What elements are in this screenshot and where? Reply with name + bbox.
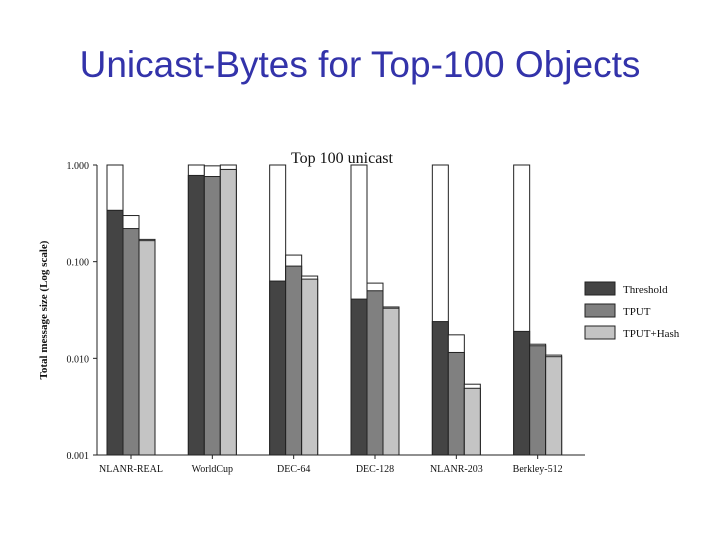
- y-tick-label: 0.010: [67, 354, 90, 365]
- x-tick-label: Berkley-512: [513, 464, 563, 475]
- bar: [301, 278, 319, 456]
- bar: [219, 168, 237, 456]
- y-tick-label: 0.001: [67, 451, 90, 462]
- bar: [382, 307, 400, 456]
- legend-label: Threshold: [623, 284, 668, 296]
- bar: [203, 176, 221, 456]
- bar: [187, 174, 205, 456]
- bar: [529, 345, 547, 456]
- bar: [269, 280, 287, 456]
- legend-swatch: [584, 325, 616, 340]
- bar: [431, 321, 449, 456]
- legend: Threshold TPUT TPUT+Hash: [584, 281, 680, 340]
- bar: [350, 298, 368, 456]
- bar: [545, 356, 563, 456]
- bar-groups: [106, 164, 563, 456]
- bar: [513, 330, 531, 456]
- chart-title: Top 100 unicast: [291, 150, 394, 167]
- x-axis: NLANR-REAL WorldCup DEC-64 DEC-128 NLANR-203…: [97, 454, 585, 475]
- bar: [285, 265, 303, 456]
- y-tick-label: 1.000: [67, 161, 90, 172]
- bar: [138, 240, 156, 456]
- x-tick-label: NLANR-203: [430, 464, 483, 475]
- legend-swatch: [584, 303, 616, 318]
- y-axis: 1.000 0.100 0.010 0.001: [67, 161, 98, 462]
- x-tick-label: WorldCup: [192, 464, 233, 475]
- legend-label: TPUT+Hash: [623, 328, 680, 340]
- bar: [463, 387, 481, 456]
- x-tick-label: DEC-128: [356, 464, 394, 475]
- bar: [447, 351, 465, 456]
- legend-label: TPUT: [623, 306, 651, 318]
- legend-swatch: [584, 281, 616, 296]
- y-axis-label: Total message size (Log scale): [38, 240, 50, 379]
- bar: [122, 228, 140, 456]
- slide-title: Unicast-Bytes for Top-100 Objects: [79, 44, 641, 85]
- y-tick-label: 0.100: [67, 258, 90, 269]
- bar: [366, 290, 384, 456]
- x-tick-label: DEC-64: [277, 464, 310, 475]
- x-tick-label: NLANR-REAL: [99, 464, 163, 475]
- bar: [106, 209, 124, 456]
